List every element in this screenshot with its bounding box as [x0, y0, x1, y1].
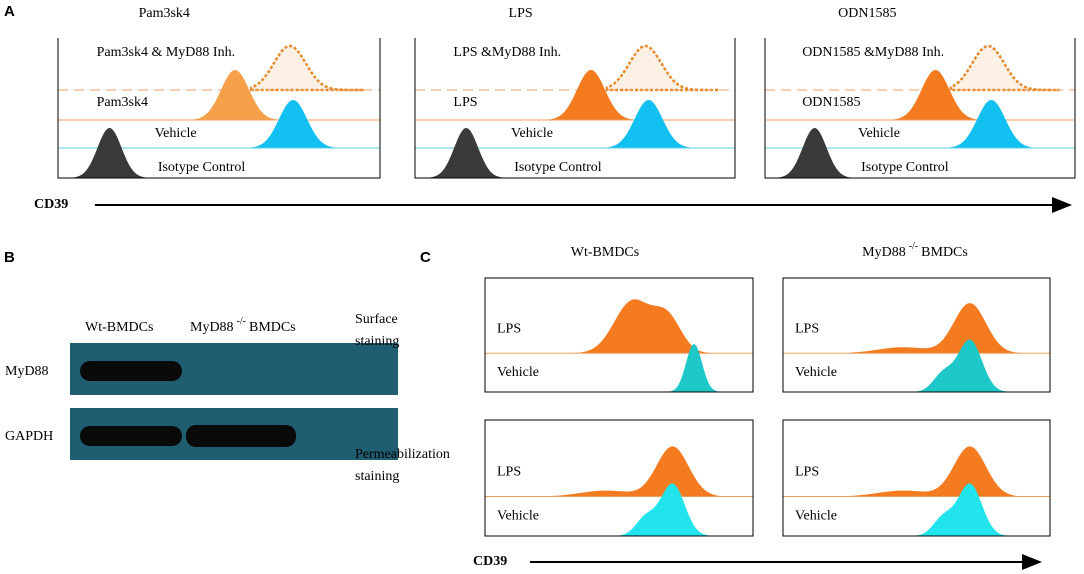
histogram — [578, 483, 740, 536]
histogram — [594, 100, 691, 148]
plot-frame — [414, 38, 736, 179]
plot-frame — [484, 277, 754, 393]
row-label: GAPDH — [5, 429, 53, 444]
histogram — [938, 100, 1032, 148]
histogram-label: Vehicle — [497, 365, 539, 380]
histogram-label: Vehicle — [155, 126, 197, 141]
histogram — [889, 70, 989, 120]
histogram-label: LPS — [497, 464, 521, 479]
plot-frame — [764, 38, 1076, 179]
column-header: MyD88 -/- BMDCs — [862, 241, 968, 260]
column-header: Wt-BMDCs — [85, 320, 153, 335]
histogram — [552, 446, 740, 497]
band — [186, 425, 296, 447]
histogram — [60, 128, 155, 178]
histogram — [186, 70, 290, 120]
row-label: MyD88 — [5, 364, 49, 379]
histogram — [238, 100, 335, 148]
histogram-label: Pam3sk4 — [97, 95, 148, 110]
histogram-label: LPS — [795, 322, 819, 337]
plot-frame — [57, 38, 381, 179]
axis-label: CD39 — [473, 554, 507, 569]
panel-label: C — [420, 249, 431, 266]
histogram-label: Isotype Control — [861, 160, 949, 175]
histogram — [417, 128, 511, 178]
panel-label: B — [4, 249, 15, 266]
plot-frame — [484, 419, 754, 537]
histogram — [552, 299, 740, 354]
row-label: Permeabilization — [355, 447, 450, 462]
band — [80, 426, 182, 446]
histogram — [849, 446, 1037, 497]
band — [80, 361, 182, 381]
histogram — [605, 44, 719, 92]
histogram-label: Vehicle — [795, 508, 837, 523]
histogram — [949, 44, 1060, 92]
histogram — [876, 339, 1037, 392]
histogram-label: Vehicle — [858, 126, 900, 141]
row-label: Surface — [355, 312, 398, 327]
histogram-label: LPS &MyD88 Inh. — [453, 45, 561, 60]
histogram-label: Vehicle — [497, 508, 539, 523]
histogram-label: Pam3sk4 & MyD88 Inh. — [97, 45, 235, 60]
histogram — [767, 128, 858, 178]
axis-label: CD39 — [34, 197, 68, 212]
histogram-label: ODN1585 — [802, 95, 860, 110]
row-label: staining — [355, 334, 399, 349]
histogram-label: Isotype Control — [158, 160, 246, 175]
histogram-label: LPS — [453, 95, 477, 110]
histogram-label: LPS — [497, 322, 521, 337]
panel-title: LPS — [509, 6, 533, 21]
plot-frame — [782, 419, 1051, 537]
histogram-label: LPS — [795, 464, 819, 479]
histogram — [849, 303, 1037, 354]
panel-title: ODN1585 — [838, 6, 896, 21]
histogram — [876, 483, 1037, 536]
column-header: MyD88 -/- BMDCs — [190, 316, 296, 335]
panel-label: A — [4, 3, 15, 20]
plot-frame — [782, 277, 1051, 393]
histogram-label: Vehicle — [511, 126, 553, 141]
column-header: Wt-BMDCs — [571, 245, 639, 260]
histogram-label: Vehicle — [795, 365, 837, 380]
panel-title: Pam3sk4 — [139, 6, 190, 21]
histogram — [249, 44, 364, 92]
histogram-label: ODN1585 &MyD88 Inh. — [802, 45, 944, 60]
histogram — [543, 70, 646, 120]
row-label: staining — [355, 469, 399, 484]
histogram-label: Isotype Control — [514, 160, 602, 175]
histogram — [578, 344, 740, 392]
